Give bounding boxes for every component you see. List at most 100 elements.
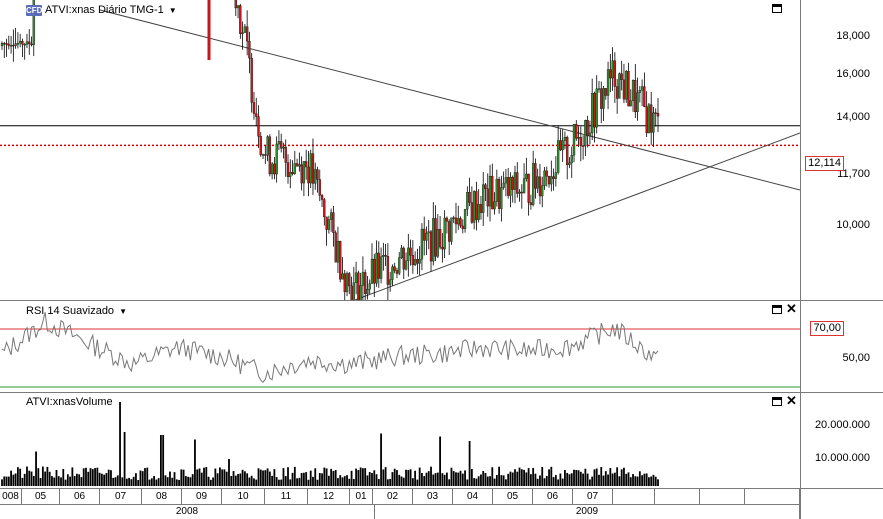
volume-bar bbox=[509, 471, 512, 486]
candle-body bbox=[314, 169, 317, 184]
candle bbox=[245, 10, 249, 56]
candle-body bbox=[650, 104, 653, 133]
candle bbox=[277, 130, 281, 150]
candle-body bbox=[570, 155, 573, 164]
candle bbox=[597, 80, 601, 93]
maximize-rsi-pane-icon[interactable] bbox=[772, 305, 782, 314]
volume-bar bbox=[298, 477, 301, 486]
price-pane-title[interactable]: CFD ATVI:xnas Diário TMG-1 ▼ bbox=[26, 3, 177, 17]
month-label: 06 bbox=[533, 489, 573, 504]
candle bbox=[461, 219, 464, 234]
candle bbox=[445, 216, 449, 234]
candle-body bbox=[563, 137, 567, 141]
month-label: 12 bbox=[308, 489, 350, 504]
candle bbox=[236, 5, 240, 19]
volume-bar bbox=[209, 479, 212, 486]
candle bbox=[391, 264, 394, 286]
volume-bar bbox=[348, 478, 351, 486]
candle-body bbox=[577, 137, 580, 139]
volume-bar bbox=[169, 471, 171, 486]
maximize-price-pane-icon[interactable] bbox=[772, 4, 782, 13]
volume-bar bbox=[264, 470, 267, 486]
volume-bar bbox=[262, 470, 264, 486]
volume-bar bbox=[482, 470, 485, 486]
axis-corner bbox=[800, 489, 883, 519]
volume-pane[interactable]: ATVI:xnasVolume ✕ bbox=[0, 393, 800, 489]
volume-bar bbox=[468, 441, 471, 486]
volume-chart[interactable] bbox=[0, 393, 800, 488]
candle bbox=[484, 183, 487, 201]
candle bbox=[3, 41, 6, 59]
volume-bar bbox=[155, 479, 158, 486]
candle bbox=[268, 134, 271, 177]
chevron-down-icon[interactable]: ▼ bbox=[119, 306, 127, 316]
volume-bar bbox=[334, 470, 337, 486]
volume-bar bbox=[5, 476, 8, 486]
candle-body bbox=[382, 255, 385, 257]
volume-bar bbox=[511, 472, 514, 486]
volume-bar bbox=[300, 472, 303, 486]
volume-bar bbox=[441, 473, 444, 486]
candle bbox=[491, 163, 494, 210]
volume-bar bbox=[282, 468, 285, 486]
volume-bar bbox=[157, 478, 160, 486]
volume-bar bbox=[3, 476, 6, 486]
rsi-pane-title[interactable]: RSI 14 Suavizado ▼ bbox=[26, 304, 127, 318]
volume-bar bbox=[32, 475, 35, 486]
volume-bar bbox=[359, 467, 362, 486]
volume-bar bbox=[135, 473, 137, 486]
price-chart[interactable] bbox=[0, 0, 800, 300]
volume-bar bbox=[396, 470, 398, 486]
candle-body bbox=[252, 102, 256, 114]
candle bbox=[295, 158, 299, 167]
candle bbox=[16, 32, 20, 49]
candle-body bbox=[457, 218, 460, 225]
candle bbox=[606, 61, 610, 110]
month-label: 10 bbox=[222, 489, 265, 504]
volume-bar bbox=[223, 469, 226, 486]
candle bbox=[656, 97, 660, 133]
candle-body bbox=[236, 5, 240, 9]
volume-bar bbox=[180, 469, 183, 486]
candle-body bbox=[25, 41, 29, 45]
candle-body bbox=[379, 256, 383, 279]
volume-bar bbox=[53, 477, 56, 486]
candle-body bbox=[432, 218, 435, 262]
volume-bar bbox=[602, 475, 605, 486]
candle-body bbox=[423, 228, 426, 241]
volume-bar bbox=[69, 476, 71, 486]
close-rsi-pane-icon[interactable]: ✕ bbox=[786, 301, 797, 316]
month-label: 07 bbox=[573, 489, 613, 504]
volume-bar bbox=[64, 479, 67, 486]
close-volume-pane-icon[interactable]: ✕ bbox=[786, 393, 797, 408]
candle-body bbox=[532, 163, 535, 205]
candle-body bbox=[518, 191, 521, 194]
price-pane[interactable]: CFD ATVI:xnas Diário TMG-1 ▼ bbox=[0, 0, 800, 301]
volume-bar bbox=[237, 474, 239, 486]
volume-bar bbox=[380, 433, 382, 486]
volume-bar bbox=[153, 476, 155, 486]
volume-bar bbox=[525, 472, 528, 486]
volume-bar bbox=[314, 468, 317, 486]
rsi-chart[interactable] bbox=[0, 301, 800, 392]
chevron-down-icon[interactable]: ▼ bbox=[168, 5, 177, 15]
maximize-volume-pane-icon[interactable] bbox=[772, 397, 782, 406]
candle-body bbox=[259, 136, 262, 155]
candle bbox=[348, 271, 351, 295]
volume-pane-title[interactable]: ATVI:xnasVolume bbox=[26, 395, 113, 409]
candle bbox=[14, 27, 17, 49]
candle-body bbox=[366, 289, 369, 294]
candle-body bbox=[468, 192, 471, 203]
candle bbox=[443, 210, 446, 258]
candle-body bbox=[543, 170, 546, 186]
volume-bar bbox=[629, 477, 632, 486]
candle-body bbox=[522, 178, 526, 194]
candle-body bbox=[318, 179, 321, 196]
candle-body bbox=[613, 60, 617, 87]
candle bbox=[309, 149, 312, 189]
candle bbox=[575, 120, 578, 141]
volume-bar bbox=[171, 477, 174, 486]
volume-bar bbox=[579, 471, 582, 486]
month-label bbox=[613, 489, 655, 504]
rsi-pane[interactable]: RSI 14 Suavizado ▼ ✕ bbox=[0, 301, 800, 393]
